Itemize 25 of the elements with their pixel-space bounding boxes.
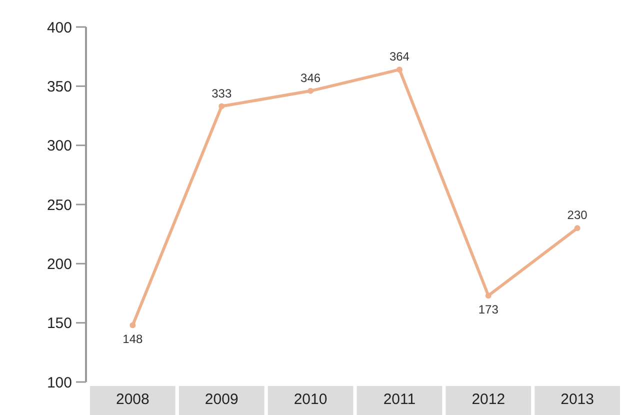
data-label: 230 — [567, 208, 588, 222]
data-label: 346 — [300, 70, 321, 85]
data-label: 148 — [122, 332, 144, 346]
point — [396, 66, 402, 73]
point — [485, 292, 492, 299]
point — [130, 322, 136, 328]
x-tick-label: 2010 — [294, 391, 328, 408]
x-tick-label: 2008 — [116, 391, 150, 408]
y-tick-label: 250 — [46, 196, 72, 214]
data-label: 173 — [478, 302, 499, 317]
point — [574, 225, 580, 232]
point — [218, 103, 225, 110]
y-tick-label: 100 — [46, 374, 72, 392]
x-tick-label: 2011 — [383, 391, 416, 408]
point — [308, 88, 314, 94]
y-tick-label: 400 — [46, 19, 72, 36]
x-tick-label: 2012 — [472, 391, 506, 408]
x-tick-label: 2013 — [560, 391, 594, 408]
data-label: 333 — [212, 86, 232, 100]
y-tick-label: 150 — [46, 315, 72, 332]
y-tick-label: 350 — [46, 78, 72, 96]
x-tick-label: 2009 — [204, 391, 238, 408]
y-tick-label: 200 — [46, 256, 72, 273]
y-tick-label: 300 — [46, 138, 72, 155]
data-label: 364 — [389, 50, 410, 64]
